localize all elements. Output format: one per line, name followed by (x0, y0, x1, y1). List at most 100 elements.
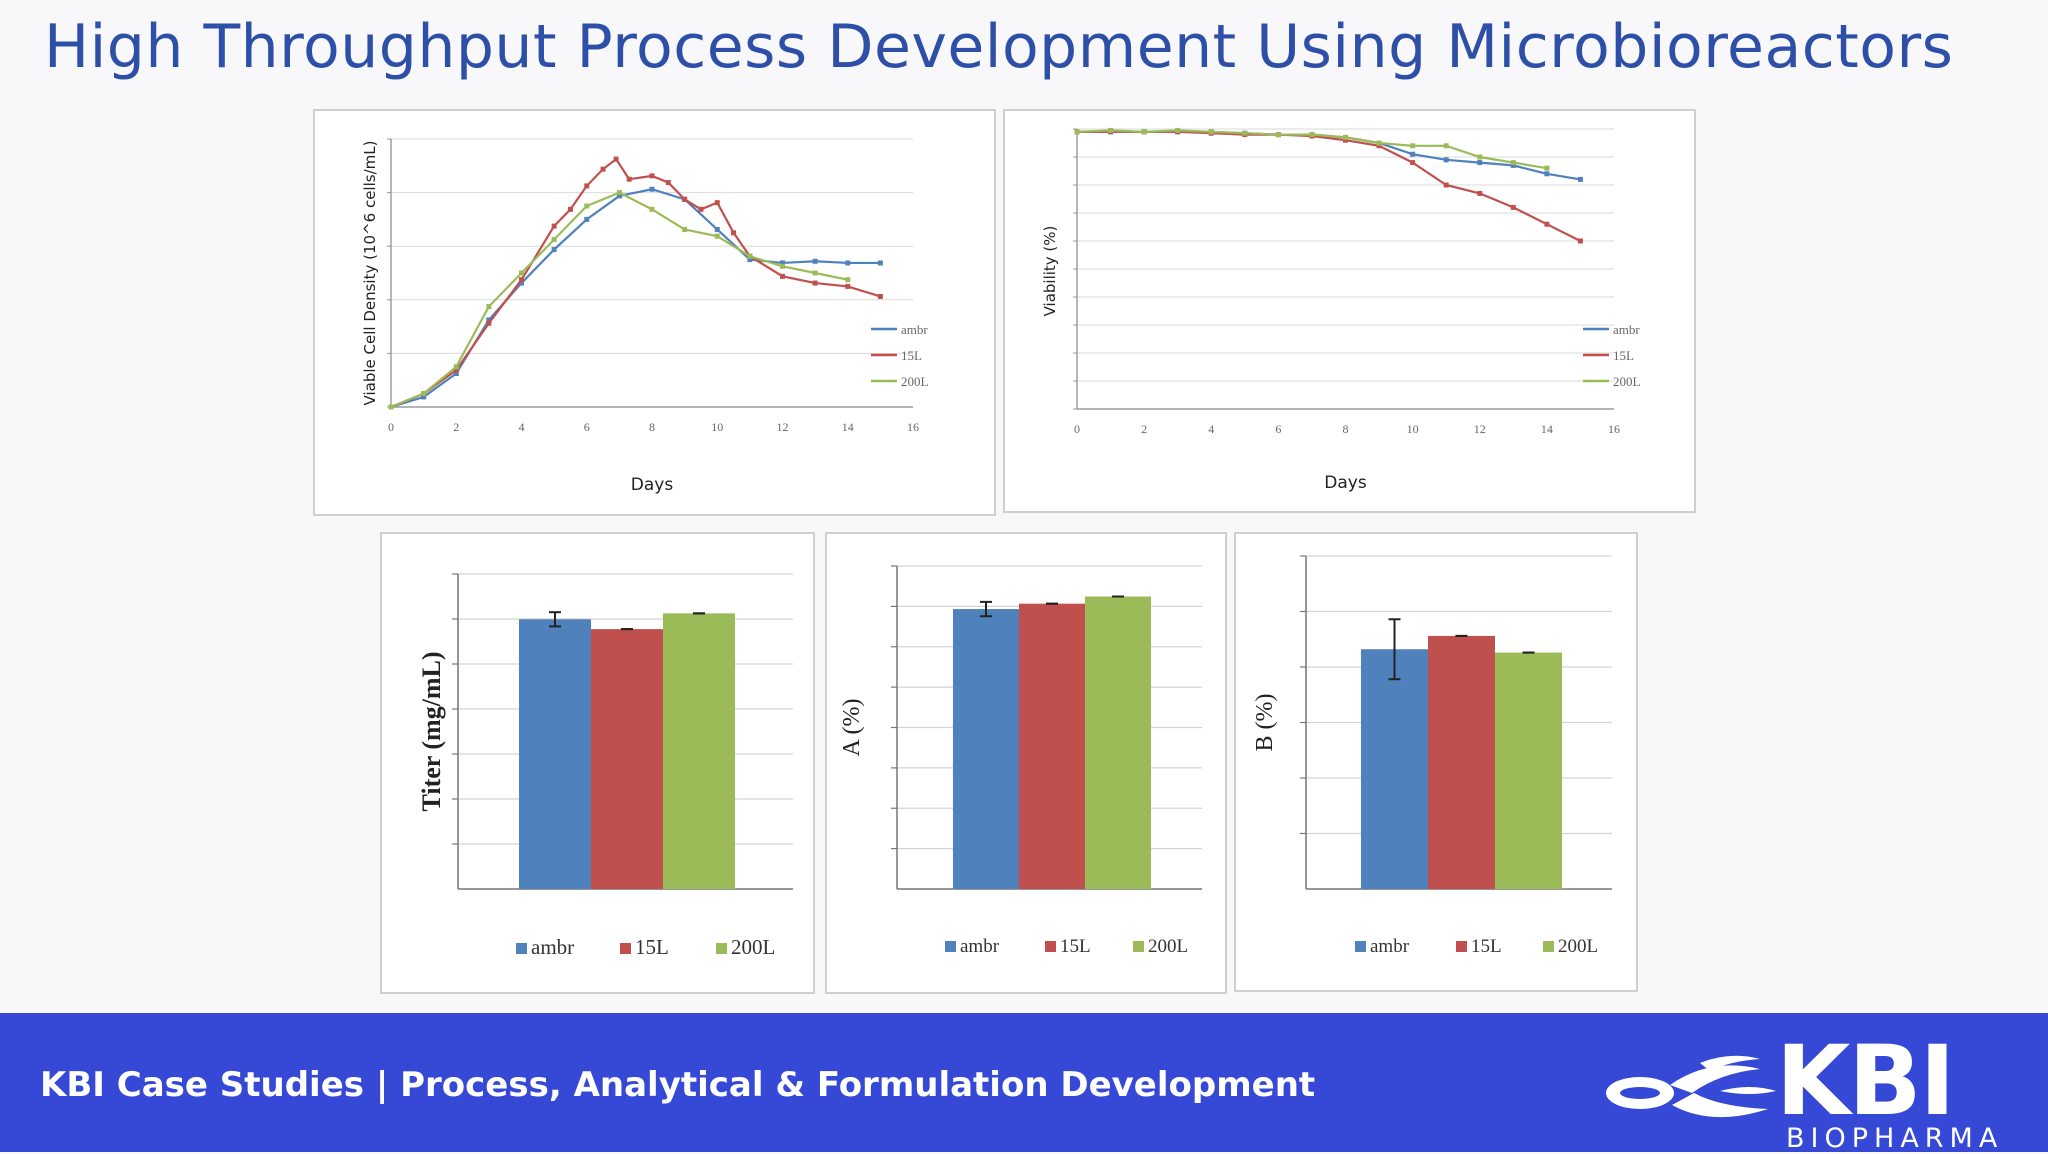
data-point-15L (649, 173, 655, 179)
data-point-ambr (1577, 176, 1583, 182)
data-point-200L (1544, 165, 1550, 171)
x-tick-label: 10 (711, 420, 723, 434)
y-axis-label: Viable Cell Density (10^6 cells/mL) (361, 141, 379, 406)
chart-vcd: 0 2 4 6 8 10 12 14 16 Days Viable Cell Density (10… (361, 138, 929, 495)
data-point-200L (845, 277, 851, 283)
data-point-200L (812, 270, 818, 276)
legend-swatch-15L (620, 943, 631, 954)
kbi-swirl-logo-icon (1606, 1055, 1776, 1118)
x-axis-label: Days (1324, 473, 1367, 493)
chart-a: A (%) ambr 15L 200L (839, 565, 1202, 957)
data-point-ambr (453, 371, 459, 376)
data-point-200L (1242, 130, 1248, 136)
legend-label-15L: 15L (1471, 936, 1502, 957)
data-point-ambr (616, 193, 622, 199)
legend-label-15L: 15L (1060, 936, 1091, 957)
legend-swatch-200L (716, 943, 727, 954)
data-point-ambr (845, 260, 851, 266)
legend-label-ambr: ambr (1613, 322, 1640, 337)
data-point-200L (388, 404, 394, 410)
y-axis-label: A (%) (839, 699, 865, 757)
data-point-ambr (1410, 151, 1416, 157)
legend-label-ambr: ambr (901, 322, 928, 337)
data-point-15L (567, 206, 573, 212)
x-tick-label: 12 (1474, 422, 1486, 436)
chart-titer: Titer (mg/mL) ambr 15L 200L (417, 573, 793, 959)
kbi-logo[interactable]: KBI BIOPHARMA (1600, 1025, 2020, 1154)
data-point-200L (682, 226, 688, 232)
data-point-200L (714, 233, 720, 239)
data-point-15L (1443, 182, 1449, 188)
legend-label-200L: 200L (1558, 936, 1598, 957)
page-title: High Throughput Process Development Usin… (44, 12, 1954, 82)
data-point-15L (877, 293, 883, 299)
x-tick-label: 2 (453, 420, 459, 434)
data-point-15L (600, 166, 606, 172)
data-point-15L (698, 206, 704, 212)
chart-panel-a: A (%) ambr 15L 200L (825, 532, 1227, 994)
data-point-200L (780, 263, 785, 269)
data-point-ambr (1510, 162, 1516, 168)
x-tick-label: 8 (649, 420, 655, 434)
data-point-15L (845, 283, 851, 289)
data-point-ambr (649, 186, 655, 192)
legend-label-15L: 15L (901, 348, 922, 363)
x-tick-label: 10 (1407, 422, 1419, 436)
data-point-200L (1343, 134, 1348, 140)
data-point-200L (1074, 129, 1080, 135)
x-tick-label: 6 (584, 420, 590, 434)
x-tick-label: 8 (1343, 422, 1349, 436)
data-point-200L (1477, 154, 1483, 160)
data-point-15L (613, 156, 619, 162)
x-tick-label: 4 (1208, 422, 1214, 436)
data-point-ambr (1443, 157, 1449, 163)
data-point-200L (1510, 160, 1516, 166)
data-point-15L (584, 183, 590, 189)
data-point-15L (1510, 204, 1516, 210)
legend-swatch-15L (1456, 941, 1467, 952)
series-line-15L (390, 157, 881, 409)
y-axis-label: B (%) (1252, 694, 1278, 752)
data-point-ambr (584, 216, 590, 222)
data-point-200L (421, 391, 427, 397)
data-point-200L (649, 206, 655, 212)
legend-swatch-ambr (1355, 941, 1366, 952)
data-point-ambr (877, 260, 883, 266)
chart-panel-titer: Titer (mg/mL) ambr 15L 200L (380, 532, 815, 994)
logo-main-text: KBI (1776, 1025, 1955, 1137)
bar-ambr (953, 609, 1019, 889)
data-point-200L (1410, 143, 1416, 149)
data-point-200L (1443, 143, 1449, 149)
legend-label-ambr: ambr (1370, 936, 1410, 957)
legend-label-15L: 15L (1613, 348, 1634, 363)
legend-swatch-ambr (945, 941, 956, 952)
data-point-15L (780, 273, 785, 279)
data-point-15L (682, 196, 688, 202)
data-point-200L (453, 364, 459, 370)
bar-15L (591, 629, 663, 889)
bar-ambr (1361, 649, 1428, 889)
legend-label-200L: 200L (1148, 936, 1188, 957)
data-point-200L (1376, 140, 1382, 146)
data-point-15L (453, 367, 459, 373)
data-point-15L (665, 180, 671, 186)
data-point-15L (812, 280, 818, 286)
x-tick-label: 14 (1541, 422, 1553, 436)
data-point-200L (1108, 127, 1114, 133)
data-point-15L (486, 320, 492, 326)
x-tick-label: 2 (1141, 422, 1147, 436)
data-point-15L (731, 230, 737, 236)
y-axis-label: Titer (mg/mL) (417, 651, 446, 811)
data-point-15L (1410, 160, 1416, 166)
legend-label-15L: 15L (635, 935, 669, 959)
data-point-200L (486, 304, 492, 309)
bar-15L (1428, 635, 1495, 889)
data-point-ambr (714, 226, 720, 232)
x-tick-label: 4 (519, 420, 525, 434)
y-axis-label: Viability (%) (1041, 226, 1059, 317)
data-point-ambr (551, 247, 557, 253)
data-point-ambr (421, 394, 427, 400)
legend-label-200L: 200L (731, 935, 775, 959)
legend-swatch-200L (1543, 941, 1554, 952)
data-point-200L (747, 253, 753, 259)
